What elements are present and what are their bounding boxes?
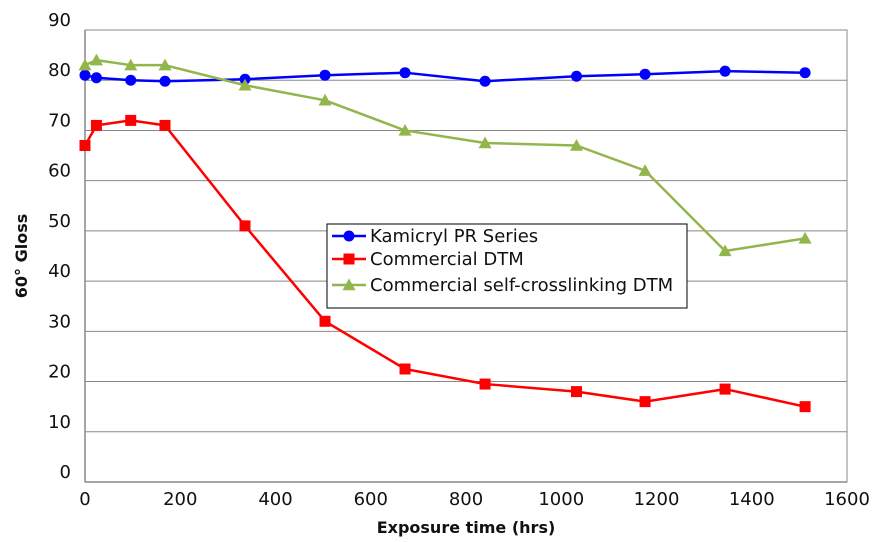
data-point xyxy=(318,93,332,106)
series-line xyxy=(84,69,806,83)
legend-marker xyxy=(343,230,355,242)
y-tick-label: 80 xyxy=(48,60,71,81)
data-point xyxy=(319,315,331,327)
y-tick-label: 10 xyxy=(48,412,71,433)
gridlines xyxy=(85,29,847,433)
y-tick-label: 50 xyxy=(48,211,71,232)
x-tick-label: 800 xyxy=(449,489,483,510)
data-point xyxy=(125,114,137,126)
legend-label: Commercial DTM xyxy=(370,249,524,270)
legend-item: Commercial self-crosslinking DTM xyxy=(332,275,673,296)
data-point xyxy=(570,70,582,82)
data-point xyxy=(638,164,652,176)
data-point xyxy=(90,72,102,84)
data-point xyxy=(90,119,102,131)
data-point xyxy=(124,58,138,71)
data-point xyxy=(799,67,811,79)
data-point xyxy=(238,78,252,91)
legend-marker xyxy=(342,278,356,291)
data-point xyxy=(79,140,91,152)
data-point xyxy=(158,58,172,71)
series-1 xyxy=(79,65,811,87)
legend-item: Commercial DTM xyxy=(332,249,524,270)
x-tick-label: 1200 xyxy=(634,489,680,510)
x-axis-title: Exposure time (hrs) xyxy=(377,518,556,537)
data-point xyxy=(478,136,492,149)
data-point xyxy=(718,244,732,257)
data-point xyxy=(719,65,731,77)
data-point xyxy=(89,53,103,66)
data-point xyxy=(479,378,491,390)
data-point xyxy=(125,74,137,86)
data-point xyxy=(399,363,411,375)
y-tick-label: 70 xyxy=(48,110,71,131)
x-tick-label: 200 xyxy=(163,489,197,510)
legend-box xyxy=(326,223,688,309)
data-point xyxy=(159,75,171,87)
y-tick-labels: 0 10 20 30 40 50 60 70 80 90 xyxy=(48,10,71,483)
data-point xyxy=(159,119,171,131)
data-point xyxy=(79,69,91,81)
x-tick-label: 400 xyxy=(258,489,292,510)
data-point xyxy=(570,386,582,398)
data-point xyxy=(639,68,651,80)
y-tick-label: 20 xyxy=(48,362,71,383)
series-line xyxy=(83,119,806,408)
legend-label: Kamicryl PR Series xyxy=(370,226,538,247)
data-point xyxy=(798,231,812,244)
y-tick-label: 0 xyxy=(60,462,71,483)
data-point xyxy=(639,396,651,408)
x-tick-label: 1000 xyxy=(538,489,584,510)
y-tick-label: 60 xyxy=(48,161,71,182)
data-point xyxy=(799,401,811,413)
series-3 xyxy=(78,53,812,257)
x-tick-label: 600 xyxy=(354,489,388,510)
series-line xyxy=(84,58,806,253)
data-point xyxy=(719,383,731,395)
data-point xyxy=(398,123,412,136)
y-tick-label: 30 xyxy=(48,311,71,332)
data-point xyxy=(78,58,92,71)
legend-item: Kamicryl PR Series xyxy=(332,226,538,247)
x-tick-label: 0 xyxy=(79,489,90,510)
data-point xyxy=(399,67,411,79)
x-tick-labels: 0 200 400 600 800 1000 1200 1400 1600 xyxy=(79,489,870,510)
y-tick-label: 40 xyxy=(48,261,71,282)
y-axis-title: 60° Gloss xyxy=(12,214,31,299)
series-layer xyxy=(78,53,812,413)
x-tick-label: 1600 xyxy=(824,489,870,510)
x-tick-label: 1400 xyxy=(729,489,775,510)
legend-label: Commercial self-crosslinking DTM xyxy=(370,275,673,296)
data-point xyxy=(479,75,491,87)
legend-marker xyxy=(343,253,355,265)
series-2 xyxy=(79,114,811,413)
y-tick-label: 90 xyxy=(48,10,71,31)
data-point xyxy=(319,69,331,81)
data-point xyxy=(239,220,251,232)
data-point xyxy=(569,139,583,151)
axes xyxy=(84,30,847,483)
